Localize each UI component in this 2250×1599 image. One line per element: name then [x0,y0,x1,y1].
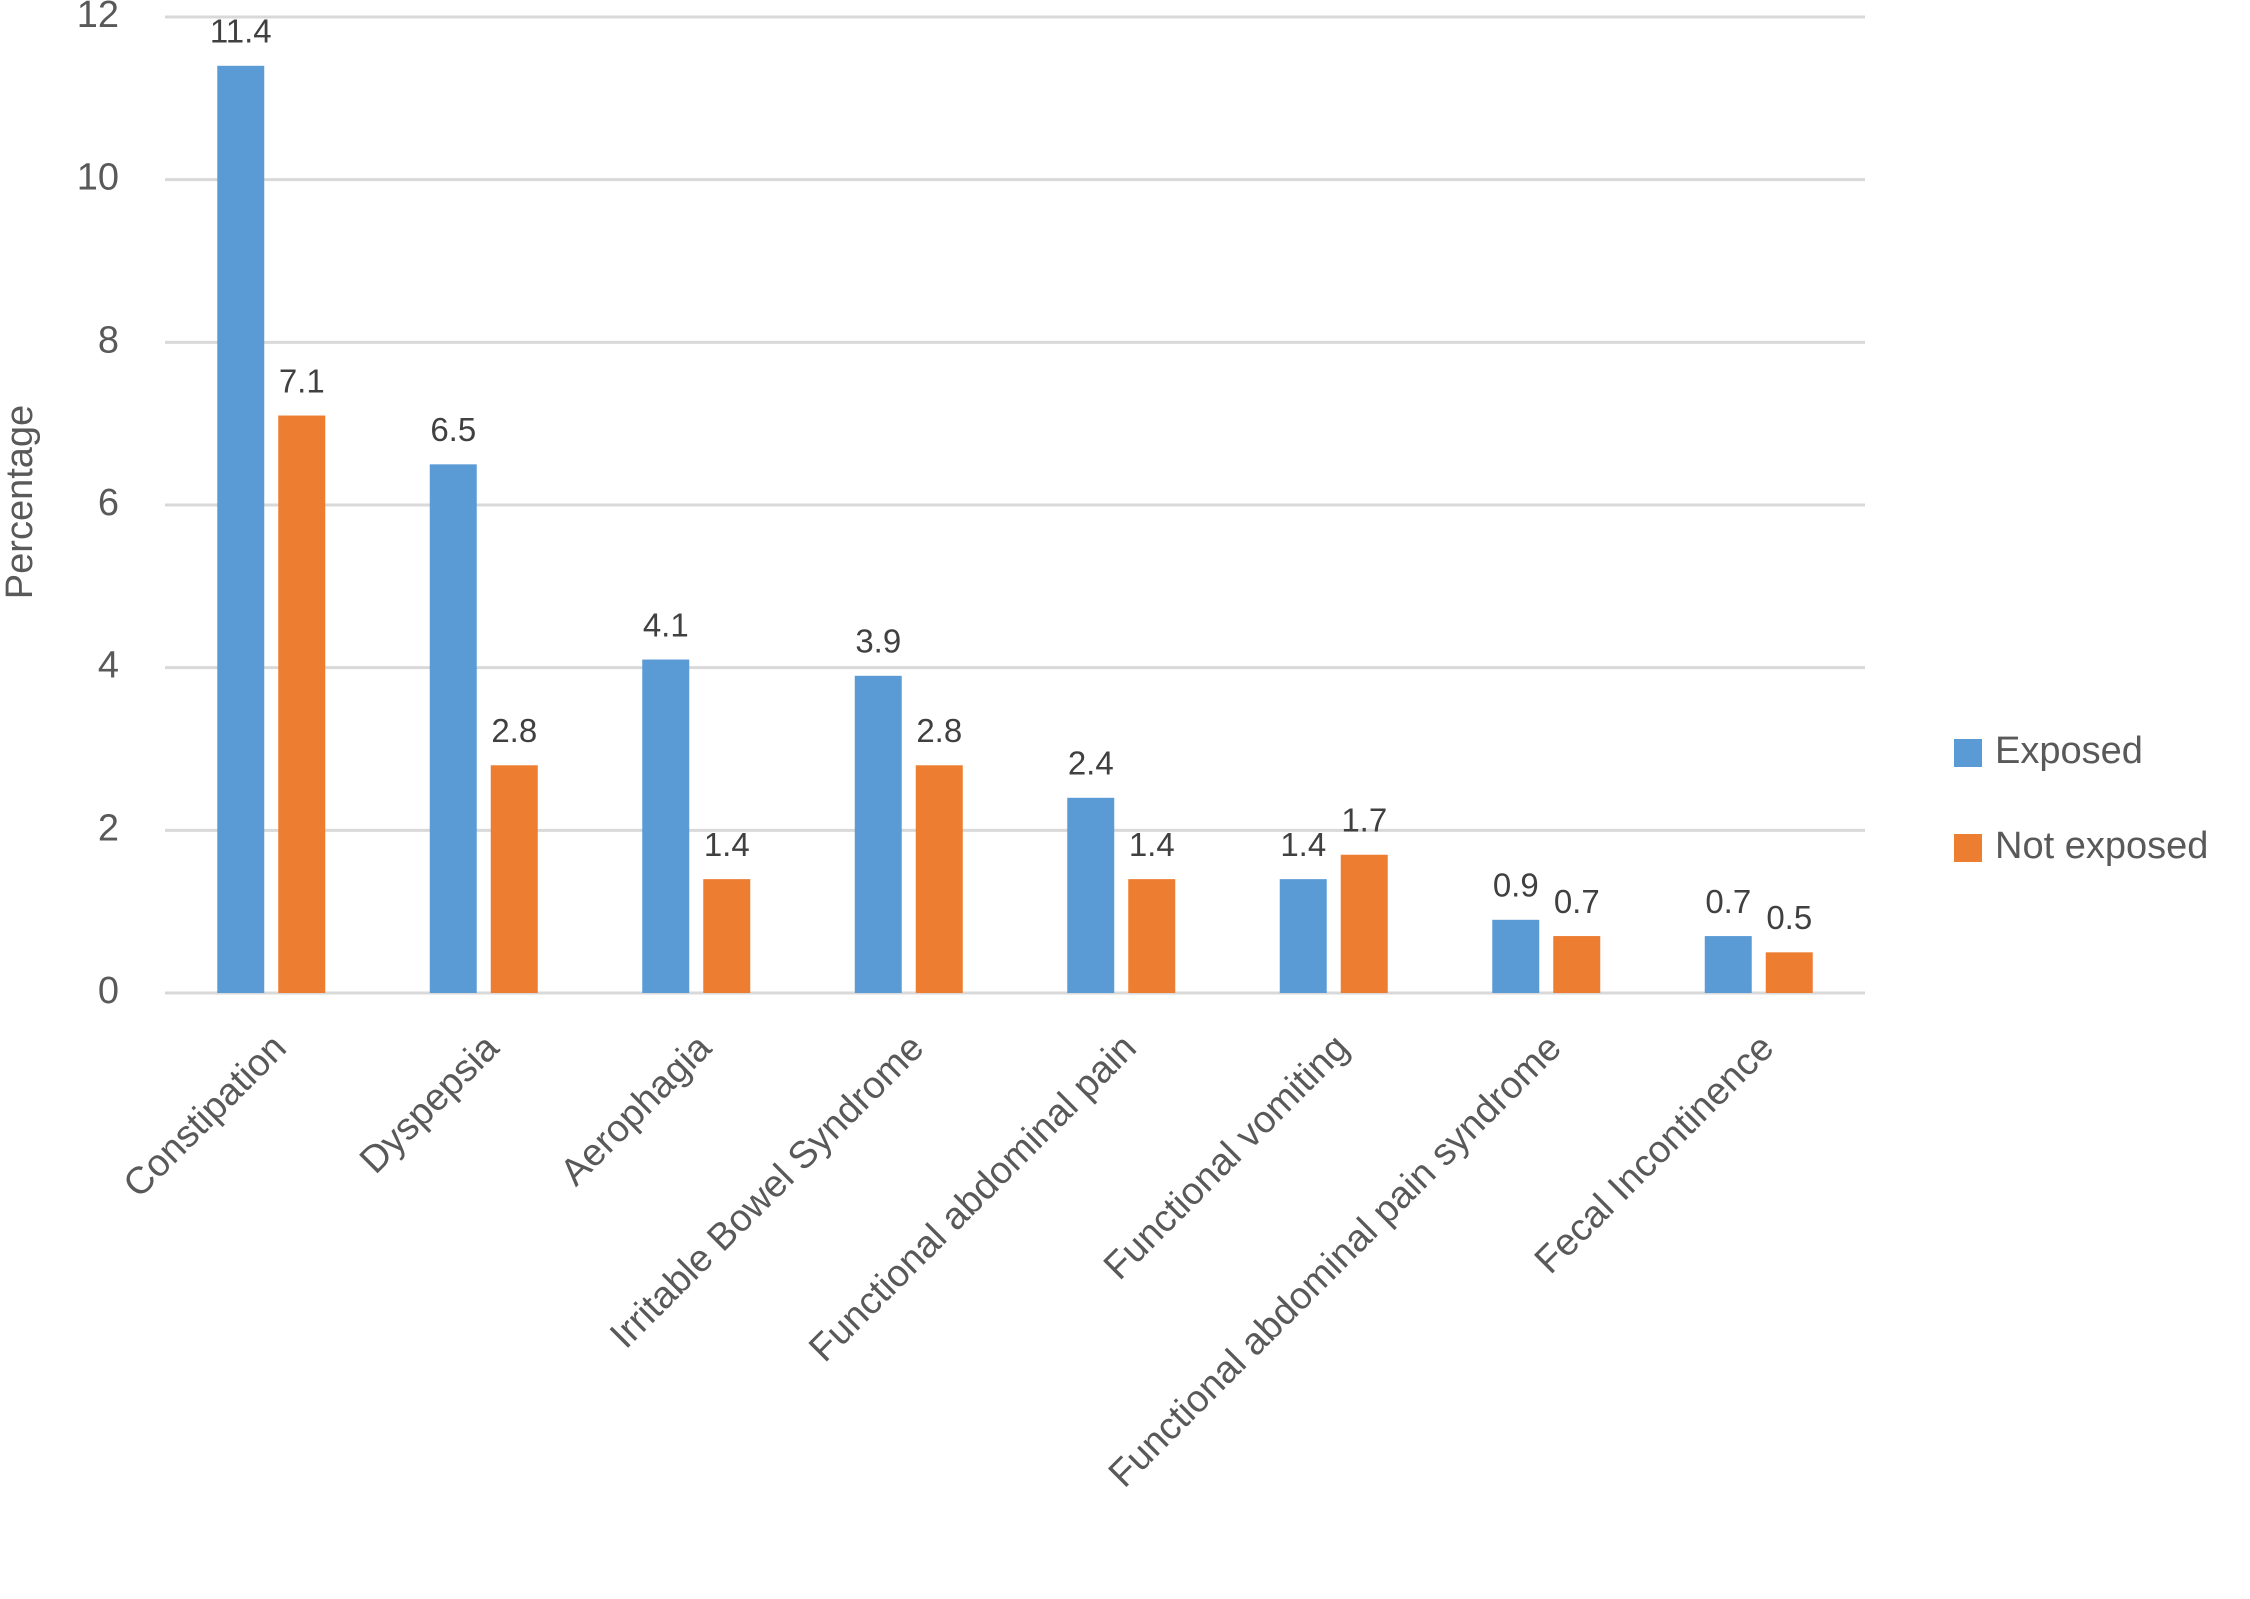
data-label: 4.1 [643,606,689,643]
y-tick-label: 12 [77,0,119,36]
data-label: 6.5 [430,411,476,448]
legend-swatch [1954,834,1982,862]
x-tick-label: Constipation [116,1027,295,1206]
bar [642,659,690,993]
bar [915,765,963,993]
bar [278,415,326,993]
data-label: 0.7 [1554,883,1600,920]
bar [1067,797,1115,993]
y-tick-label: 2 [98,807,119,849]
bar [703,879,751,993]
y-tick-label: 0 [98,970,119,1012]
legend-swatch [1954,739,1982,767]
y-tick-label: 6 [98,482,119,524]
x-tick-label: Fecal Incontinence [1527,1027,1782,1282]
data-label: 1.7 [1341,801,1387,838]
bar [217,65,265,994]
data-label: 0.5 [1766,899,1812,936]
data-label: 0.7 [1705,883,1751,920]
bar [1128,879,1176,993]
data-label: 2.8 [491,712,537,749]
y-axis-label: Percentage [0,405,41,599]
data-label: 0.9 [1493,867,1539,904]
data-label: 1.4 [704,826,750,863]
bar [490,765,538,993]
x-tick-label: Dyspepsia [352,1026,508,1182]
bar [1492,919,1540,993]
data-label: 1.4 [1280,826,1326,863]
data-label: 2.8 [916,712,962,749]
y-tick-label: 10 [77,157,119,199]
data-label: 7.1 [279,362,325,399]
bar [1279,879,1327,993]
legend-label: Exposed [1995,730,2143,772]
y-tick-label: 4 [98,645,119,687]
x-tick-label: Aerophagia [553,1026,721,1194]
data-label: 2.4 [1068,745,1114,782]
data-label: 1.4 [1129,826,1175,863]
y-tick-label: 8 [98,319,119,361]
legend-label: Not exposed [1995,825,2208,867]
x-tick-label: Functional abdominal pain syndrome [1101,1027,1570,1496]
data-label: 11.4 [210,13,272,50]
bar [1704,936,1752,993]
bar [854,675,902,993]
bar [1765,952,1813,993]
bar [1553,936,1601,993]
data-label: 3.9 [855,623,901,660]
bar [429,464,477,993]
bar [1340,854,1388,993]
